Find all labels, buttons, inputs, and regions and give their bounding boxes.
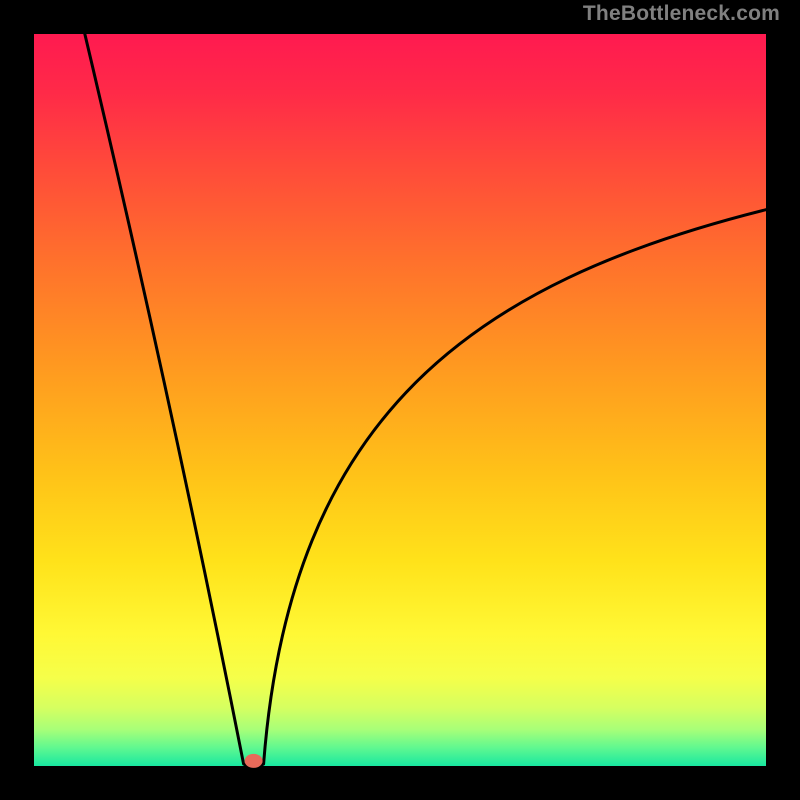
chart-container: { "watermark": "TheBottleneck.com", "cha… bbox=[0, 0, 800, 800]
bottleneck-chart bbox=[0, 0, 800, 800]
watermark-text: TheBottleneck.com bbox=[583, 2, 780, 26]
optimal-marker bbox=[245, 754, 263, 768]
